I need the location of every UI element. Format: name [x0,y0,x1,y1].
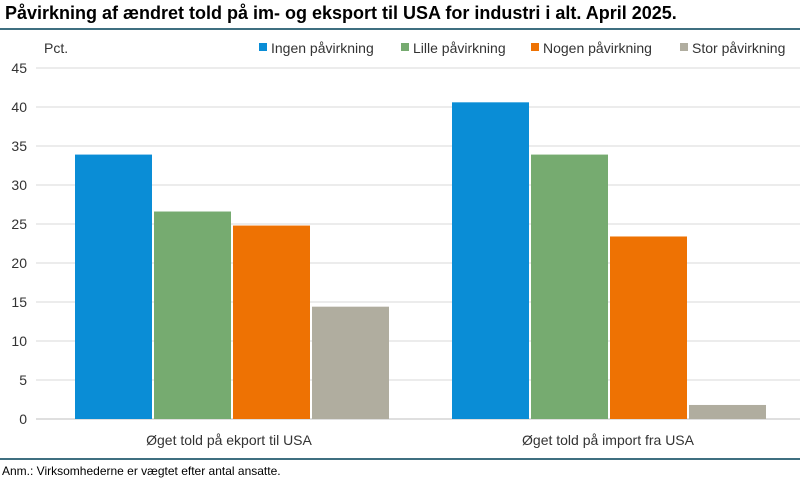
footnote: Anm.: Virksomhederne er vægtet efter ant… [2,464,281,478]
legend-swatch [680,43,688,51]
title-divider [0,28,800,30]
legend-swatch [401,43,409,51]
y-tick-label: 5 [19,372,27,388]
y-axis-ticks: 0 5 10 15 20 25 30 35 40 45 [11,60,27,427]
x-category-label: Øget told på import fra USA [522,432,695,448]
y-tick-label: 25 [11,216,27,232]
bar [452,102,529,419]
bar-chart: 0 5 10 15 20 25 30 35 40 45 Pct. Øget told på ekp… [11,40,800,448]
y-tick-label: 45 [11,60,27,76]
y-tick-label: 0 [19,411,27,427]
bar [154,211,231,419]
bars [75,102,766,419]
bar [233,225,310,419]
x-category-label: Øget told på ekport til USA [146,432,312,448]
y-tick-label: 10 [11,333,27,349]
chart-title: Påvirkning af ændret told på im- og eksp… [5,3,677,23]
legend-label: Stor påvirkning [692,40,785,56]
legend-swatch [259,43,267,51]
legend-label: Ingen påvirkning [271,40,374,56]
legend-label: Nogen påvirkning [543,40,652,56]
legend: Ingen påvirkning Lille påvirkning Nogen på… [259,40,785,56]
y-tick-label: 15 [11,294,27,310]
footer-divider [0,458,800,460]
category-labels: Øget told på ekport til USA Øget told på … [146,432,695,448]
bar [531,154,608,419]
bar [689,404,766,419]
legend-label: Lille påvirkning [413,40,506,56]
bar [312,306,389,419]
y-tick-label: 30 [11,177,27,193]
legend-swatch [531,43,539,51]
y-axis-label: Pct. [44,40,68,56]
bar [610,236,687,419]
y-tick-label: 35 [11,138,27,154]
y-tick-label: 20 [11,255,27,271]
bar [75,154,152,419]
y-tick-label: 40 [11,99,27,115]
